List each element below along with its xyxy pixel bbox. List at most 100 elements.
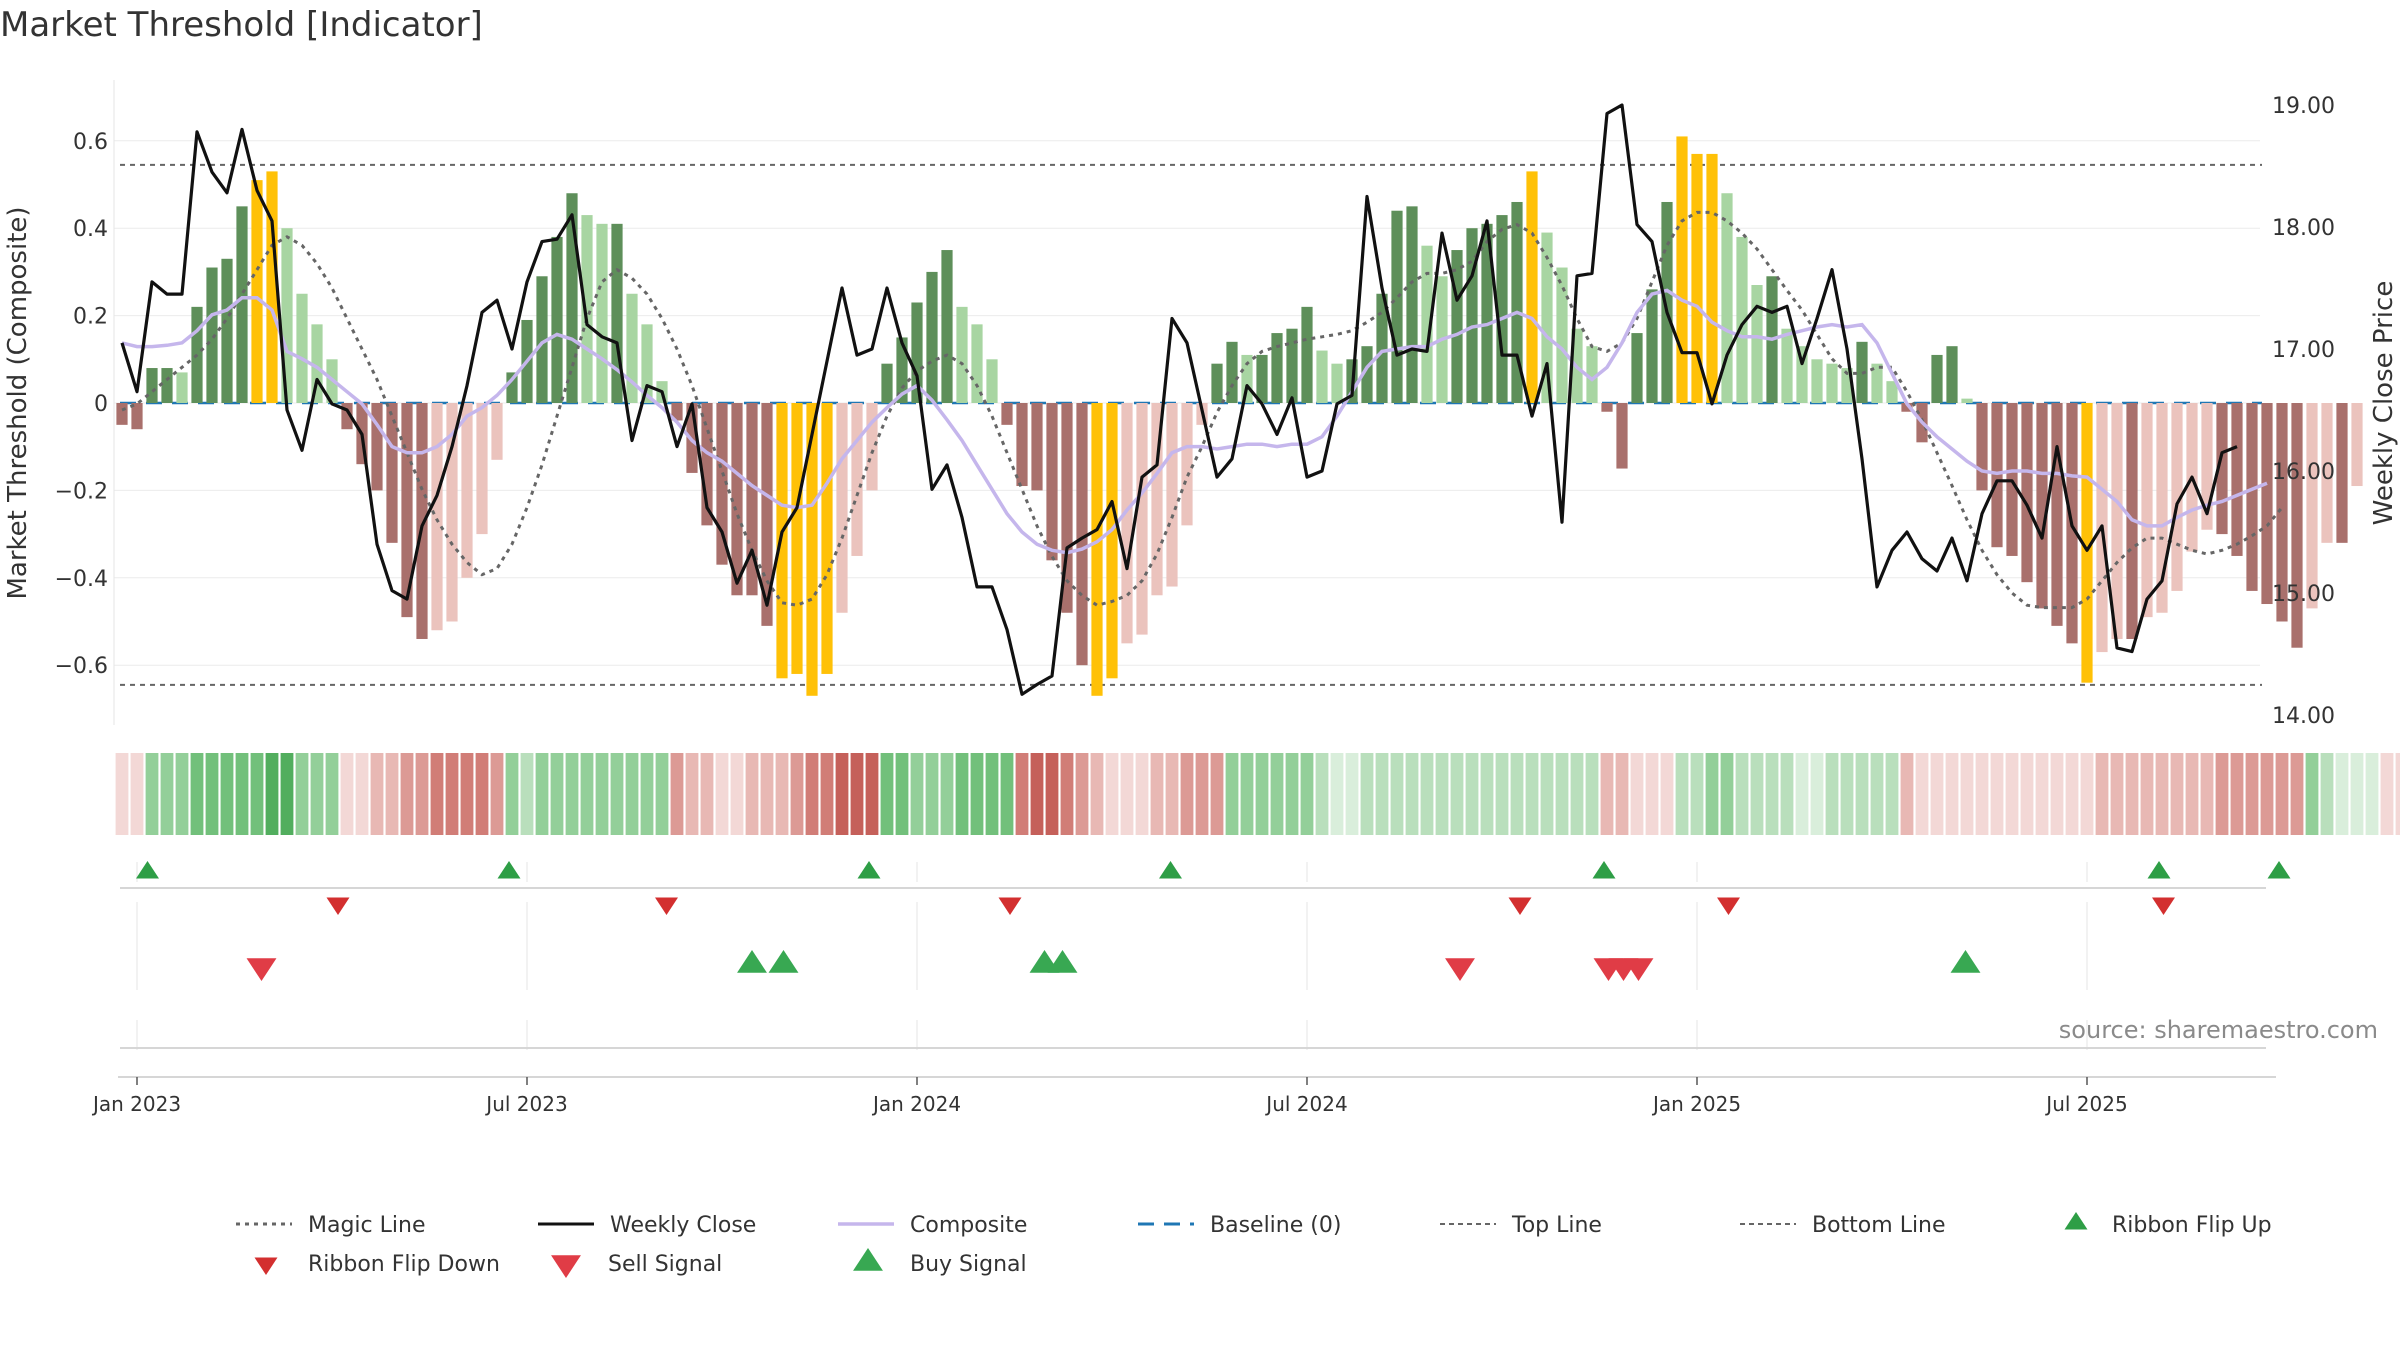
ribbon-cell (535, 753, 549, 835)
legend-label-composite: Composite (910, 1213, 1027, 1238)
ribbon-cell (1105, 753, 1119, 835)
composite-bar (2351, 403, 2363, 487)
legend-label-baseline: Baseline (0) (1210, 1213, 1341, 1238)
ribbon-cell (1300, 753, 1314, 835)
ribbon-cell (2155, 753, 2169, 835)
left-tick-label: −0.6 (55, 654, 108, 679)
sell-signal-swatch (551, 1255, 581, 1278)
composite-bar (1751, 285, 1763, 403)
composite-bar (2111, 403, 2123, 639)
ribbon-cell (1435, 753, 1449, 835)
composite-bar (296, 293, 308, 403)
ribbon-cell (1000, 753, 1014, 835)
composite-bar (1781, 328, 1793, 403)
ribbon-cell (1825, 753, 1839, 835)
ribbon-cell (1615, 753, 1629, 835)
composite-bar (1511, 201, 1523, 403)
ribbon-cell (370, 753, 384, 835)
composite-bar (371, 403, 383, 491)
ribbon-cell (1600, 753, 1614, 835)
legend-label-bottom: Bottom Line (1812, 1213, 1946, 1238)
ribbon-cell (1360, 753, 1374, 835)
composite-bar (2321, 403, 2333, 543)
right-tick-label: 19.00 (2272, 94, 2335, 119)
ribbon-cell (2050, 753, 2064, 835)
left-tick-label: −0.4 (55, 567, 108, 592)
date-axis-ticks: Jan 2023 Jul 2023 Jan 2024 Jul 2024 Jan 2025… (91, 1077, 2128, 1116)
ribbon-cell (850, 753, 864, 835)
ribbon-cell (1225, 753, 1239, 835)
date-tick-label: Jul 2024 (1264, 1092, 1347, 1116)
composite-bar (401, 403, 413, 618)
ribbon-cell (580, 753, 594, 835)
ribbon-cell (325, 753, 339, 835)
date-tick-label: Jul 2025 (2044, 1092, 2127, 1116)
buy-signal-marker (1047, 950, 1078, 973)
composite-bar (566, 193, 578, 403)
ribbon-cell (730, 753, 744, 835)
sell-signal-marker (246, 958, 277, 981)
ribbon-cell (1915, 753, 1929, 835)
composite-bar (431, 403, 443, 631)
ribbon-cell (280, 753, 294, 835)
ribbon-cell (550, 753, 564, 835)
legend-label-top: Top Line (1511, 1213, 1602, 1238)
composite-bar (1241, 354, 1253, 403)
composite-bar (1316, 350, 1328, 403)
ribbon-cell (2110, 753, 2124, 835)
composite-bar (1076, 403, 1088, 666)
ribbon-cell (460, 753, 474, 835)
ribbon-cell (1855, 753, 1869, 835)
composite-bar (476, 403, 488, 535)
ribbon-cell (595, 753, 609, 835)
composite-bar (2171, 403, 2183, 591)
ribbon-cell (955, 753, 969, 835)
composite-bar (1181, 403, 1193, 526)
composite-bar (1601, 403, 1613, 412)
source-note: source: sharemaestro.com (2059, 1016, 2378, 1044)
buy-signal-marker (1950, 950, 1981, 973)
ribbon-cell (1045, 753, 1059, 835)
ribbon-cell (2230, 753, 2244, 835)
ribbon-cell (760, 753, 774, 835)
composite-bar (2141, 403, 2153, 618)
ribbon-cell (940, 753, 954, 835)
ribbon-cell (250, 753, 264, 835)
composite-bar (1211, 363, 1223, 403)
ribbon-flip-up-marker (1592, 861, 1616, 879)
ribbon-flip-up-marker (857, 861, 881, 879)
composite-bar (1496, 215, 1508, 403)
legend-label-magic: Magic Line (308, 1213, 425, 1238)
composite-bar (2291, 403, 2303, 648)
right-axis-ticks: 14.00 15.00 16.00 17.00 18.00 19.00 (2272, 94, 2335, 729)
weekly-close-line (120, 103, 2238, 696)
composite-bar (776, 403, 788, 679)
ribbon-cell (880, 753, 894, 835)
composite-bar (1331, 363, 1343, 403)
ribbon-cell (2320, 753, 2334, 835)
composite-bar (716, 403, 728, 565)
ribbon-cell (400, 753, 414, 835)
ribbon-cell (895, 753, 909, 835)
ribbon-cell (910, 753, 924, 835)
composite-bar (836, 403, 848, 613)
composite-bar (791, 403, 803, 674)
composite-bar (1361, 346, 1373, 403)
composite-bar (1106, 403, 1118, 679)
date-tick-label: Jan 2023 (91, 1092, 181, 1116)
left-tick-label: 0.6 (73, 130, 108, 155)
ribbon-cell (1375, 753, 1389, 835)
ribbon-cell (2395, 753, 2400, 835)
composite-bar (2036, 403, 2048, 609)
ribbon-cell (145, 753, 159, 835)
ribbon-cell (610, 753, 624, 835)
ribbon-cell (1675, 753, 1689, 835)
composite-bar (281, 228, 293, 403)
ribbon-cell (1720, 753, 1734, 835)
ribbon-cell (1660, 753, 1674, 835)
ribbon-cell (2170, 753, 2184, 835)
ribbon-cell (1450, 753, 1464, 835)
ribbon-cell (1645, 753, 1659, 835)
ribbon-cell (2335, 753, 2349, 835)
ribbon-cell (415, 753, 429, 835)
